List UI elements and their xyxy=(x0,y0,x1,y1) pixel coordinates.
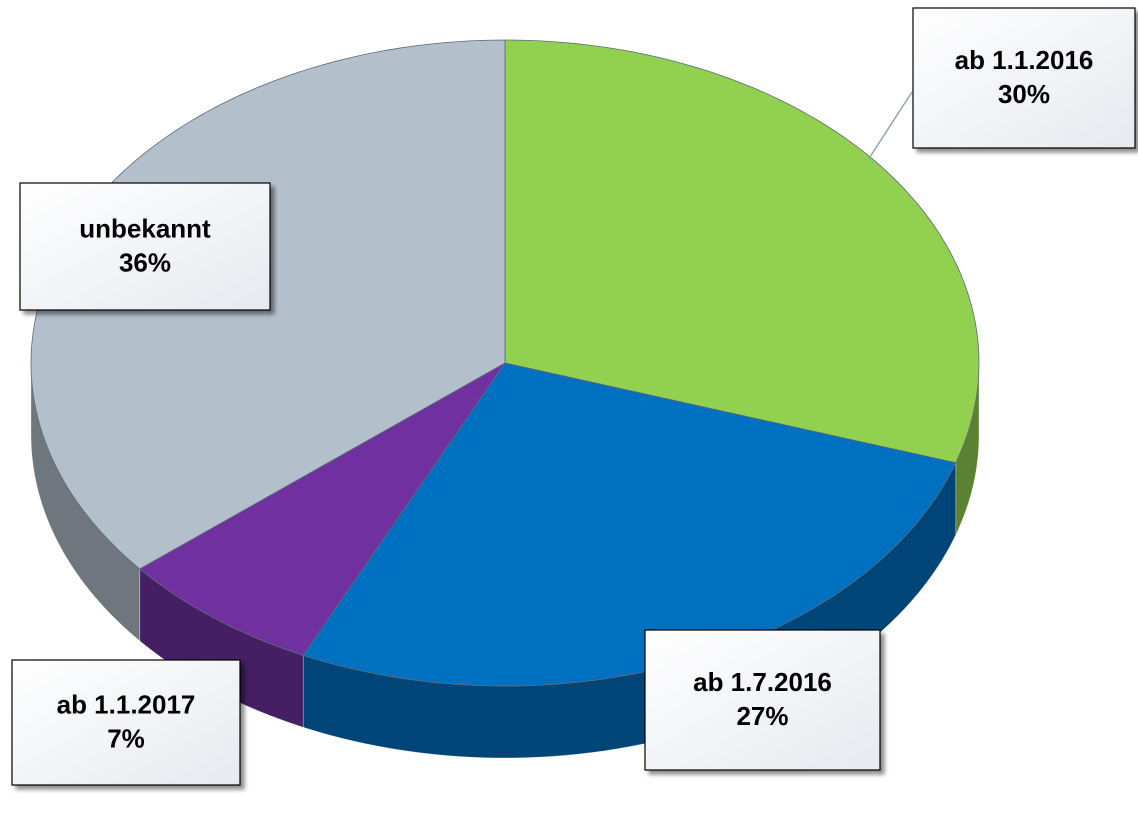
label-value: 7% xyxy=(107,723,145,753)
label-box xyxy=(912,7,1136,149)
slice xyxy=(139,362,506,656)
label-value: 27% xyxy=(736,701,788,731)
label-category: ab 1.7.2016 xyxy=(693,667,832,697)
label-box xyxy=(644,629,881,771)
data-label: ab 1.1.2016 30% xyxy=(912,7,1136,149)
label-category: ab 1.1.2017 xyxy=(57,689,196,719)
data-label: ab 1.1.2017 7% xyxy=(11,659,241,786)
label-category: unbekannt xyxy=(79,213,211,243)
label-value: 36% xyxy=(119,247,171,277)
data-label: unbekannt 36% xyxy=(19,182,271,311)
label-box xyxy=(11,659,241,786)
leader-line xyxy=(867,91,913,161)
slice xyxy=(504,39,980,464)
label-box xyxy=(19,182,271,311)
label-category: ab 1.1.2016 xyxy=(955,45,1094,75)
data-label: ab 1.7.2016 27% xyxy=(644,629,881,771)
label-value: 30% xyxy=(998,79,1050,109)
